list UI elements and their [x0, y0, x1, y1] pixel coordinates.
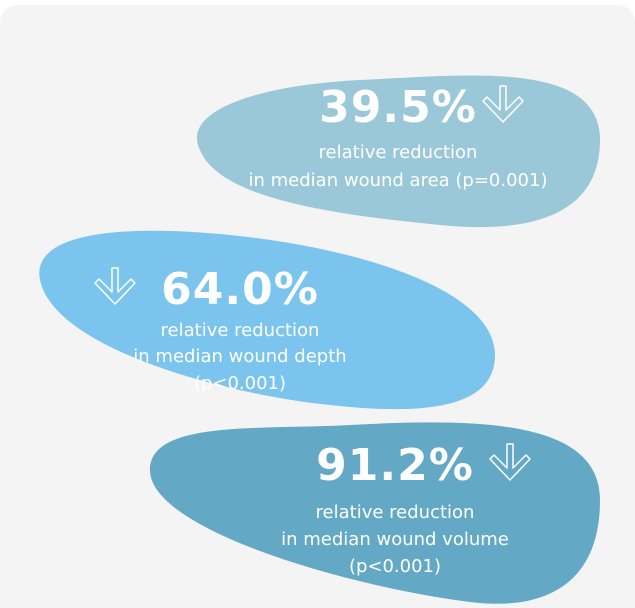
- stat-description: relative reduction: [319, 142, 478, 163]
- stat-description: in median wound area (p=0.001): [249, 170, 548, 191]
- stat-value: 91.2%: [316, 440, 474, 491]
- stat-description: (p<0.001): [349, 556, 441, 577]
- stat-description: relative reduction: [316, 502, 475, 523]
- stat-value: 39.5%: [319, 82, 477, 133]
- down-arrow-icon: [489, 443, 531, 481]
- stat-description: in median wound depth: [133, 346, 346, 367]
- stat-description: (p<0.001): [194, 373, 286, 394]
- stat-description: relative reduction: [161, 320, 320, 341]
- content: 39.5% relative reduction in median wound a…: [94, 82, 548, 577]
- stat-value: 64.0%: [161, 264, 319, 315]
- blob: [39, 230, 495, 410]
- down-arrow-icon: [482, 85, 524, 123]
- down-arrow-icon: [94, 267, 136, 305]
- stat-description: in median wound volume: [281, 529, 509, 550]
- blob: [196, 75, 600, 228]
- blob: [150, 422, 600, 604]
